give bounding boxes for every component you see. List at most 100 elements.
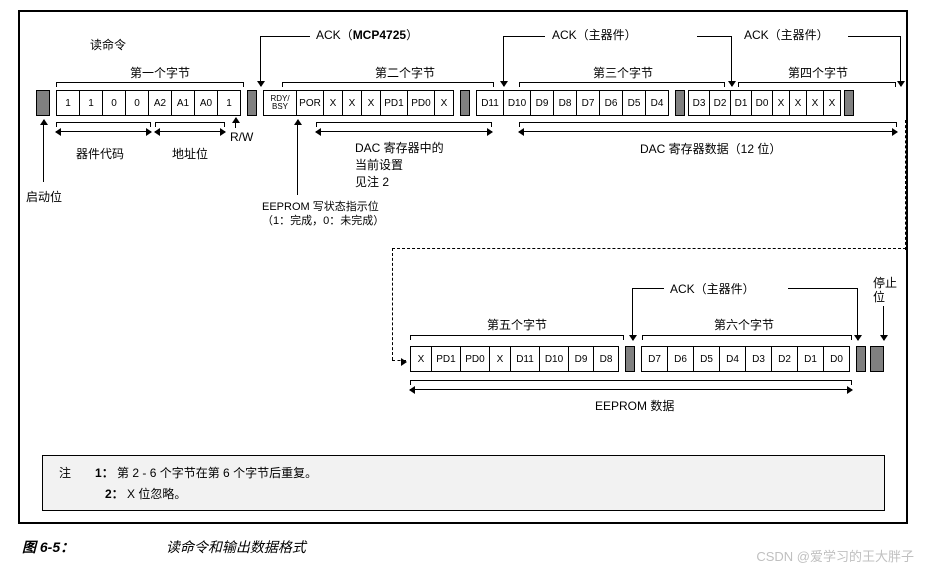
bit-cell: RDY/ BSY — [263, 90, 297, 116]
ack-m5-label: ACK（主器件） — [670, 280, 755, 297]
stop-label: 停止 位 — [873, 276, 897, 305]
bit-cell: D4 — [719, 346, 746, 372]
bit-cell: PD1 — [431, 346, 461, 372]
bit-cell: D6 — [599, 90, 623, 116]
ack-cell-2 — [460, 90, 470, 116]
bit-cell: D2 — [709, 90, 731, 116]
brace-byte1 — [56, 82, 244, 83]
ack-cell-6 — [856, 346, 866, 372]
diagram-frame — [18, 10, 908, 524]
bit-cell: D0 — [823, 346, 850, 372]
dac-cur-label: DAC 寄存器中的 当前设置 见注 2 — [355, 140, 444, 190]
bit-cell: D0 — [751, 90, 773, 116]
bit-cell: D3 — [745, 346, 772, 372]
bit-cell: PD1 — [380, 90, 408, 116]
brace-dac-data — [519, 122, 897, 123]
brace-eeprom-data — [410, 380, 852, 381]
bit-cell: D7 — [576, 90, 600, 116]
bit-cell: D7 — [641, 346, 668, 372]
bit-cell: D9 — [530, 90, 554, 116]
eeprom-data-label: EEPROM 数据 — [595, 397, 674, 414]
bit-cell: 0 — [125, 90, 149, 116]
bit-cell: X — [361, 90, 381, 116]
bit-cell: D11 — [510, 346, 540, 372]
bit-cell: D5 — [693, 346, 720, 372]
note-2-num: 2： — [105, 487, 124, 501]
ack-mcp-label: ACK（MCP4725） — [316, 26, 418, 43]
watermark: CSDN @爱学习的王大胖子 — [756, 546, 914, 565]
bit-cell: PD0 — [407, 90, 435, 116]
byte4-label: 第四个字节 — [788, 64, 848, 81]
bit-cell: X — [410, 346, 432, 372]
device-code-label: 器件代码 — [76, 145, 124, 162]
brace-byte5 — [410, 335, 624, 336]
brace-byte6 — [642, 335, 852, 336]
addr-label: 地址位 — [172, 145, 208, 162]
bit-cell: X — [823, 90, 841, 116]
bit-cell: X — [323, 90, 343, 116]
bit-cell: 0 — [102, 90, 126, 116]
bit-cell: D8 — [553, 90, 577, 116]
bit-cell: 1 — [217, 90, 241, 116]
brace-devcode — [56, 122, 151, 123]
eeprom-stat-label: EEPROM 写状态指示位 （1：完成，0：未完成） — [262, 200, 384, 229]
bit-cell: D11 — [476, 90, 504, 116]
bit-cell: D2 — [771, 346, 798, 372]
ack-m1-label: ACK（主器件） — [552, 26, 637, 43]
figure-num: 图 6-5： — [22, 539, 74, 555]
brace-byte2 — [282, 82, 494, 83]
bit-cell: D10 — [539, 346, 569, 372]
dash-left — [392, 248, 393, 360]
start-bit-label: 启动位 — [26, 188, 62, 205]
bit-cell: D3 — [688, 90, 710, 116]
bit-cell: D1 — [730, 90, 752, 116]
note-2-text: X 位忽略。 — [127, 487, 186, 501]
stop-bit-cell — [870, 346, 884, 372]
ack-cell-4 — [844, 90, 854, 116]
bit-cell: A1 — [171, 90, 195, 116]
bit-cell: X — [489, 346, 511, 372]
bit-cell: D10 — [503, 90, 531, 116]
brace-byte4 — [738, 82, 896, 83]
row1: 1100A2A1A01 RDY/ BSYPORXXXPD1PD0X D11D10… — [36, 90, 854, 116]
start-arrow — [43, 120, 44, 182]
ack-cell-3 — [675, 90, 685, 116]
figure-title: 读命令和输出数据格式 — [166, 539, 306, 555]
ack-m2-label: ACK（主器件） — [744, 26, 829, 43]
eeprom-arrow — [297, 120, 298, 195]
row2: XPD1PD0XD11D10D9D8 D7D6D5D4D3D2D1D0 — [410, 346, 884, 372]
figure-caption: 图 6-5： 读命令和输出数据格式 — [22, 537, 306, 557]
bit-cell: POR — [296, 90, 324, 116]
byte6-label: 第六个字节 — [714, 316, 774, 333]
note-1-num: 1： — [95, 466, 114, 480]
bit-cell: A0 — [194, 90, 218, 116]
byte2-label: 第二个字节 — [375, 64, 435, 81]
notes-box: 注 1： 第 2 - 6 个字节在第 6 个字节后重复。 2： X 位忽略。 — [42, 455, 885, 511]
bit-cell: X — [789, 90, 807, 116]
brace-addr — [155, 122, 225, 123]
bit-cell: X — [342, 90, 362, 116]
brace-dac-cur — [316, 122, 492, 123]
bit-cell: D5 — [622, 90, 646, 116]
byte1-label: 第一个字节 — [130, 64, 190, 81]
bit-cell: X — [806, 90, 824, 116]
bit-cell: 1 — [79, 90, 103, 116]
bit-cell: D8 — [593, 346, 619, 372]
dash-right — [905, 120, 906, 250]
dash-top — [392, 248, 906, 249]
bit-cell: X — [434, 90, 454, 116]
dac-data-label: DAC 寄存器数据（12 位） — [640, 140, 781, 157]
bit-cell: D1 — [797, 346, 824, 372]
bit-cell: D9 — [568, 346, 594, 372]
note-1-text: 第 2 - 6 个字节在第 6 个字节后重复。 — [117, 466, 317, 480]
bit-cell: D6 — [667, 346, 694, 372]
note-title: 注 — [59, 464, 71, 481]
bit-cell: D4 — [645, 90, 669, 116]
brace-byte3 — [519, 82, 725, 83]
bit-cell: X — [772, 90, 790, 116]
start-bit-cell — [36, 90, 50, 116]
byte5-label: 第五个字节 — [487, 316, 547, 333]
bit-cell: PD0 — [460, 346, 490, 372]
byte3-label: 第三个字节 — [593, 64, 653, 81]
ack-cell-5 — [625, 346, 635, 372]
